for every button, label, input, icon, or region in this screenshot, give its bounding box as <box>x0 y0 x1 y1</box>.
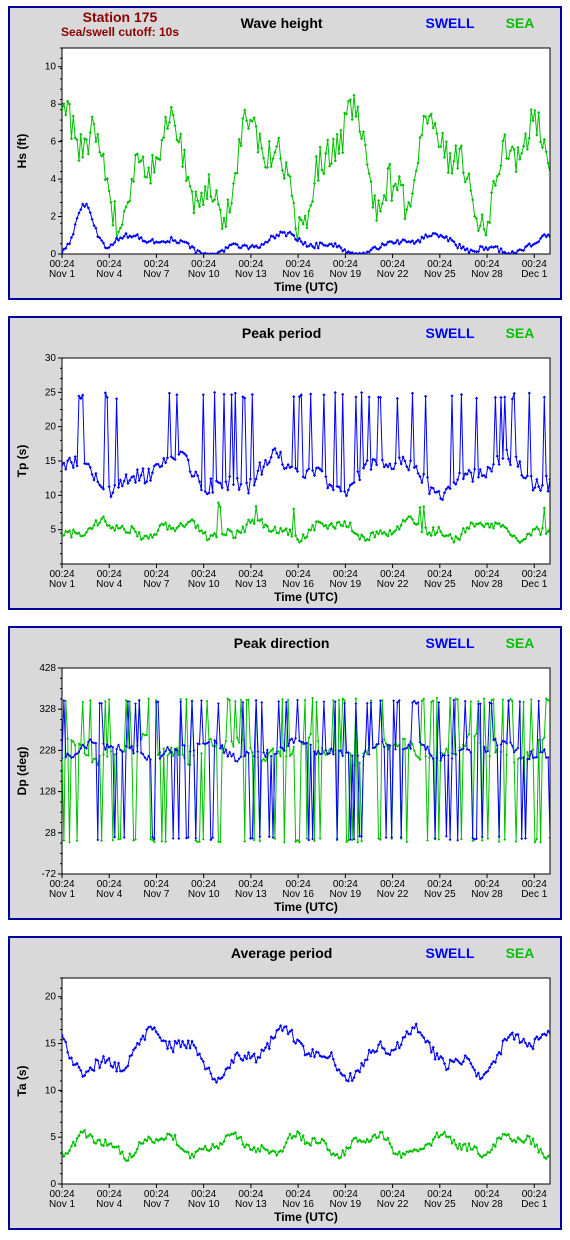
x-tick-label: Nov 1 <box>49 269 76 280</box>
x-tick-label: Nov 22 <box>377 579 409 590</box>
station-label: Station 175 <box>83 9 158 25</box>
y-tick-label: 25 <box>45 387 57 398</box>
x-tick-label: Dec 1 <box>521 1199 548 1210</box>
x-tick-label: Nov 10 <box>188 579 220 590</box>
legend-swell: SWELL <box>426 635 475 651</box>
y-tick-label: 128 <box>39 787 56 798</box>
y-tick-label: 10 <box>45 490 57 501</box>
x-tick-label: Nov 4 <box>96 579 123 590</box>
x-tick-label: Nov 7 <box>143 1199 170 1210</box>
x-tick-label: Dec 1 <box>521 579 548 590</box>
y-tick-label: 4 <box>50 174 56 185</box>
y-tick-label: 428 <box>39 663 56 674</box>
x-tick-label: Nov 19 <box>330 889 362 900</box>
legend-swell: SWELL <box>426 325 475 341</box>
y-tick-label: 10 <box>45 62 57 73</box>
y-axis-label: Dp (deg) <box>15 747 29 796</box>
legend-swell: SWELL <box>426 15 475 31</box>
chart-title: Peak period <box>242 325 321 341</box>
y-tick-label: 15 <box>45 1039 57 1050</box>
x-tick-label: Nov 25 <box>424 889 456 900</box>
x-axis-label: Time (UTC) <box>274 1210 338 1224</box>
y-tick-label: 5 <box>50 1132 56 1143</box>
x-tick-label: Nov 13 <box>235 889 267 900</box>
chart-title: Wave height <box>241 15 323 31</box>
y-axis-label: Tp (s) <box>15 445 29 478</box>
y-tick-label: 2 <box>50 212 56 223</box>
chart-panel-3: Average periodSWELLSEA05101520Ta (s)00:2… <box>8 936 562 1230</box>
x-tick-label: Nov 7 <box>143 889 170 900</box>
y-tick-label: 5 <box>50 525 56 536</box>
x-tick-label: Nov 13 <box>235 269 267 280</box>
chart-title: Peak direction <box>234 635 330 651</box>
y-tick-label: 28 <box>45 828 57 839</box>
chart-panel-0: Station 175Sea/swell cutoff: 10s Wave hei… <box>8 6 562 300</box>
x-tick-label: Nov 28 <box>471 889 503 900</box>
x-tick-label: Nov 28 <box>471 1199 503 1210</box>
x-tick-label: Nov 22 <box>377 1199 409 1210</box>
legend-swell: SWELL <box>426 945 475 961</box>
y-axis-label: Ta (s) <box>15 1065 29 1096</box>
x-tick-label: Nov 4 <box>96 269 123 280</box>
legend-sea: SEA <box>506 15 535 31</box>
x-tick-label: Nov 10 <box>188 269 220 280</box>
x-tick-label: Nov 13 <box>235 579 267 590</box>
x-axis-label: Time (UTC) <box>274 590 338 604</box>
x-tick-label: Nov 10 <box>188 1199 220 1210</box>
y-tick-label: 20 <box>45 422 57 433</box>
x-axis-label: Time (UTC) <box>274 280 338 294</box>
x-axis-label: Time (UTC) <box>274 900 338 914</box>
x-tick-label: Nov 25 <box>424 269 456 280</box>
legend-sea: SEA <box>506 635 535 651</box>
y-tick-label: 8 <box>50 99 56 110</box>
y-axis-label: Hs (ft) <box>15 134 29 169</box>
x-tick-label: Nov 1 <box>49 579 76 590</box>
cutoff-label: Sea/swell cutoff: 10s <box>61 25 179 39</box>
x-tick-label: Nov 7 <box>143 269 170 280</box>
y-tick-label: 15 <box>45 456 57 467</box>
x-tick-label: Nov 19 <box>330 269 362 280</box>
x-tick-label: Dec 1 <box>521 269 548 280</box>
chart-panel-2: Peak directionSWELLSEA-7228128228328428D… <box>8 626 562 920</box>
chart-title: Average period <box>231 945 332 961</box>
legend-sea: SEA <box>506 325 535 341</box>
x-tick-label: Nov 4 <box>96 889 123 900</box>
y-tick-label: 328 <box>39 704 56 715</box>
x-tick-label: Nov 22 <box>377 889 409 900</box>
x-tick-label: Nov 19 <box>330 1199 362 1210</box>
x-tick-label: Nov 16 <box>282 889 314 900</box>
y-tick-label: 10 <box>45 1085 57 1096</box>
x-tick-label: Dec 1 <box>521 889 548 900</box>
x-tick-label: Nov 7 <box>143 579 170 590</box>
x-tick-label: Nov 4 <box>96 1199 123 1210</box>
x-tick-label: Nov 13 <box>235 1199 267 1210</box>
legend-sea: SEA <box>506 945 535 961</box>
x-tick-label: Nov 16 <box>282 1199 314 1210</box>
x-tick-label: Nov 22 <box>377 269 409 280</box>
x-tick-label: Nov 28 <box>471 269 503 280</box>
chart-panel-1: Peak periodSWELLSEA51015202530Tp (s)00:2… <box>8 316 562 610</box>
y-tick-label: 20 <box>45 992 57 1003</box>
y-tick-label: 30 <box>45 353 57 364</box>
x-tick-label: Nov 16 <box>282 579 314 590</box>
x-tick-label: Nov 1 <box>49 889 76 900</box>
x-tick-label: Nov 25 <box>424 579 456 590</box>
x-tick-label: Nov 19 <box>330 579 362 590</box>
y-tick-label: 6 <box>50 137 56 148</box>
x-tick-label: Nov 16 <box>282 269 314 280</box>
x-tick-label: Nov 28 <box>471 579 503 590</box>
x-tick-label: Nov 25 <box>424 1199 456 1210</box>
y-tick-label: 228 <box>39 745 56 756</box>
x-tick-label: Nov 10 <box>188 889 220 900</box>
x-tick-label: Nov 1 <box>49 1199 76 1210</box>
